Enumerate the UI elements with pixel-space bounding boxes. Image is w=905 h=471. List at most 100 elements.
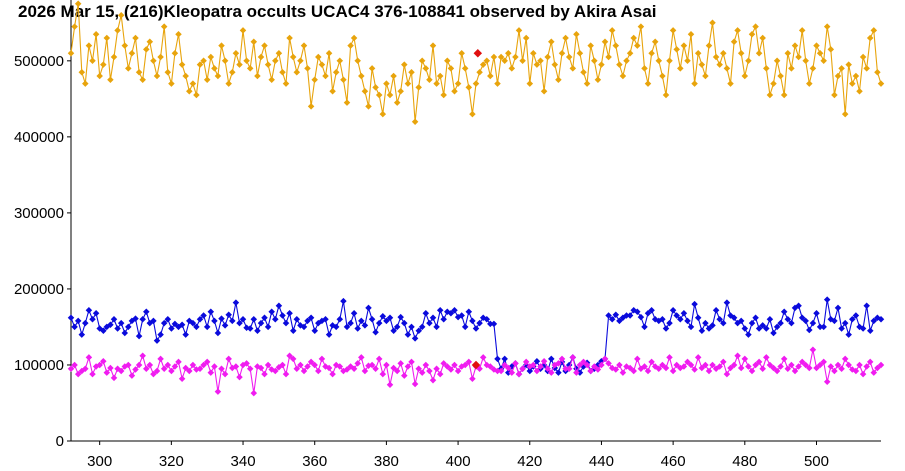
target-point <box>472 325 480 332</box>
target-point <box>250 316 258 323</box>
reference-point <box>845 361 852 369</box>
reference-point <box>282 370 290 378</box>
target-point <box>182 331 189 338</box>
comparison-point <box>386 91 394 99</box>
reference-point <box>859 370 867 378</box>
y-tick-label: 0 <box>56 433 64 450</box>
comparison-point <box>662 91 670 99</box>
reference-point <box>666 354 673 361</box>
target-point <box>257 319 265 327</box>
reference-point <box>422 361 430 369</box>
comparison-point <box>268 76 275 84</box>
target-point <box>196 316 204 323</box>
reference-point <box>487 363 494 370</box>
comparison-point <box>788 65 795 72</box>
reference-point <box>766 361 774 369</box>
reference-point <box>207 369 215 376</box>
series-layer <box>67 0 885 397</box>
comparison-point <box>623 57 630 65</box>
target-point <box>347 319 354 327</box>
target-point <box>207 308 215 315</box>
x-tick-label: 500 <box>804 453 829 470</box>
comparison-point <box>408 68 415 76</box>
reference-point <box>741 355 749 363</box>
comparison-point <box>379 110 387 118</box>
target-point <box>300 323 308 331</box>
comparison-point <box>612 42 620 49</box>
reference-point <box>748 367 756 375</box>
comparison-point <box>863 65 870 72</box>
target-point <box>798 314 806 322</box>
target-point <box>526 367 534 375</box>
target-point <box>770 329 777 337</box>
x-tick-label: 440 <box>589 453 614 470</box>
reference-point <box>203 358 211 366</box>
reference-point <box>358 354 365 361</box>
reference-point <box>250 389 258 397</box>
comparison-point <box>418 57 426 65</box>
target-point <box>354 325 361 332</box>
reference-point <box>279 361 286 369</box>
reference-point <box>444 363 451 370</box>
x-tick-label: 420 <box>517 453 542 470</box>
reference-point <box>440 360 447 367</box>
reference-point <box>687 361 695 369</box>
reference-point <box>415 365 422 373</box>
target-point <box>465 308 473 315</box>
comparison-point <box>236 61 243 68</box>
reference-point <box>404 363 412 370</box>
reference-point <box>705 367 713 375</box>
target-point <box>436 306 444 314</box>
reference-point <box>555 360 562 367</box>
comparison-point <box>820 57 827 65</box>
target-point <box>89 316 96 323</box>
target-point <box>748 319 756 327</box>
target-point <box>239 316 247 323</box>
target-point <box>336 316 344 323</box>
x-tick-label: 480 <box>732 453 757 470</box>
x-tick-label: 400 <box>446 453 471 470</box>
target-point <box>813 310 820 317</box>
reference-point <box>601 355 609 363</box>
comparison-point <box>691 80 698 87</box>
reference-point <box>737 364 745 372</box>
comparison-point <box>759 34 766 42</box>
target-point <box>490 320 498 328</box>
comparison-point <box>874 68 881 76</box>
target-point <box>390 327 397 334</box>
comparison-point <box>877 80 885 87</box>
comparison-point <box>508 65 516 72</box>
reference-point <box>838 365 845 373</box>
comparison-point <box>282 80 290 87</box>
reference-point <box>318 355 326 363</box>
comparison-point <box>551 61 559 68</box>
target-point <box>153 337 161 344</box>
target-point <box>698 327 706 334</box>
comparison-point <box>687 30 695 38</box>
comparison-point <box>289 53 297 61</box>
target-point <box>759 322 766 329</box>
reference-point <box>684 358 691 366</box>
reference-point <box>304 363 311 370</box>
reference-point <box>361 367 369 375</box>
comparison-point <box>297 57 304 65</box>
comparison-point <box>207 53 215 61</box>
comparison-point <box>798 27 806 34</box>
target-point <box>236 319 243 327</box>
comparison-point <box>200 57 207 65</box>
reference-point <box>648 358 655 366</box>
comparison-point <box>816 49 824 57</box>
target-point <box>325 331 333 338</box>
target-point <box>877 316 885 323</box>
comparison-point <box>153 72 161 80</box>
reference-point <box>397 360 404 367</box>
reference-point <box>852 367 860 375</box>
comparison-point <box>530 49 537 57</box>
target-point <box>340 297 347 305</box>
target-point <box>745 331 752 338</box>
reference-point <box>583 361 591 369</box>
reference-point <box>565 365 573 373</box>
target-point <box>809 319 817 327</box>
target-point <box>863 302 870 309</box>
target-point <box>214 329 222 337</box>
